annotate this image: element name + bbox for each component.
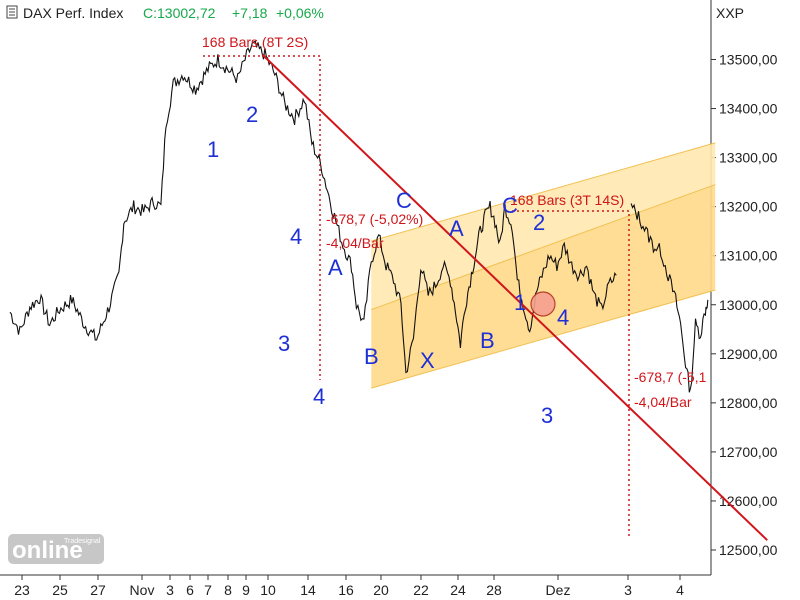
x-tick-label: 25 (52, 582, 68, 598)
price-line (9, 40, 617, 374)
wave-label: 3 (278, 331, 290, 356)
y-tick-label: 13200,00 (719, 199, 778, 215)
x-tick-label: 16 (338, 582, 354, 598)
x-tick-label: Nov (130, 582, 155, 598)
wave-label: C (396, 188, 412, 213)
y-tick-label: 12500,00 (719, 542, 778, 558)
wave-label: 2 (533, 210, 545, 235)
wave-labels: 1 2 3 4 4 A B C X A B C 2 1 4 3 (207, 102, 569, 428)
x-tick-label: 27 (90, 582, 106, 598)
bars-label-2: 168 Bars (3T 14S) (510, 192, 624, 208)
onlinelogo-watermark: online Tradesignal (8, 534, 104, 564)
downtrend-line[interactable] (261, 53, 768, 541)
rate-label-1: -4,04/Bar (326, 235, 384, 251)
y-tick-label: 12600,00 (719, 493, 778, 509)
y-tick-label: 12700,00 (719, 444, 778, 460)
wave-label: A (449, 216, 464, 241)
wave-label: 2 (246, 102, 258, 127)
bars-label-1: 168 Bars (8T 2S) (202, 34, 308, 50)
symbol-name: DAX Perf. Index (23, 5, 123, 21)
wave-label: 1 (207, 137, 219, 162)
x-tick-label: 4 (676, 582, 684, 598)
price-line-recent (630, 203, 709, 393)
rate-label-2: -4,04/Bar (634, 394, 692, 410)
diff-label-2: -678,7 (-5,1 (634, 369, 707, 385)
x-tick-label: Dez (546, 582, 571, 598)
change-value: +7,18 (232, 5, 268, 21)
x-tick-label: 14 (300, 582, 316, 598)
chart-header: DAX Perf. Index C:13002,72 +7,18 +0,06% … (6, 5, 744, 21)
x-tick-label: 9 (242, 582, 250, 598)
wave-label: B (480, 328, 495, 353)
wave-label: 1 (514, 290, 526, 315)
diff-label-1: -678,7 (-5,02%) (326, 211, 423, 227)
y-tick-label: 12800,00 (719, 395, 778, 411)
y-tick-label: 13000,00 (719, 297, 778, 313)
change-percent: +0,06% (276, 5, 324, 21)
wave-label: A (328, 255, 343, 280)
price-unit-label: XXP (716, 5, 744, 21)
measure-tool-2: 168 Bars (3T 14S) -678,7 (-5,1 -4,04/Bar (510, 192, 707, 538)
channel-upper-band (371, 142, 716, 310)
close-value: C:13002,72 (143, 5, 216, 21)
x-tick-label: 6 (186, 582, 194, 598)
current-price-marker[interactable] (530, 291, 556, 317)
wave-label: 3 (541, 403, 553, 428)
x-tick-label: 3 (624, 582, 632, 598)
x-axis-ticks: 23 25 27 Nov 3 6 7 8 9 10 14 16 20 22 24 28 Dez 3 4 (14, 575, 684, 598)
x-tick-label: 7 (204, 582, 212, 598)
channel-mid-line (371, 184, 716, 311)
x-tick-label: 22 (413, 582, 429, 598)
y-tick-label: 13300,00 (719, 150, 778, 166)
channel-lower-line (371, 289, 716, 389)
x-tick-label: 3 (166, 582, 174, 598)
x-tick-label: 28 (486, 582, 502, 598)
wave-label: X (420, 348, 435, 373)
y-tick-label: 13500,00 (719, 52, 778, 68)
svg-text:Tradesignal: Tradesignal (64, 538, 101, 545)
wave-label: B (364, 344, 379, 369)
y-tick-label: 13400,00 (719, 101, 778, 117)
x-tick-label: 20 (373, 582, 389, 598)
header-icon[interactable] (6, 5, 18, 19)
trendline-layer (261, 53, 768, 541)
x-tick-label: 23 (14, 582, 30, 598)
wave-label: 4 (290, 224, 302, 249)
y-tick-label: 13100,00 (719, 248, 778, 264)
x-tick-label: 10 (260, 582, 276, 598)
measure-tool-1: 168 Bars (8T 2S) -678,7 (-5,02%) -4,04/B… (202, 34, 423, 380)
wave-label: 4 (557, 305, 569, 330)
wave-label: C (502, 193, 518, 218)
y-tick-label: 12900,00 (719, 346, 778, 362)
wave-label: 4 (313, 384, 325, 409)
x-tick-label: 24 (450, 582, 466, 598)
y-axis-ticks: 12500,00 12600,00 12700,00 12800,00 12900,00… (711, 52, 778, 558)
channel-upper-line (371, 142, 716, 242)
x-tick-label: 8 (224, 582, 232, 598)
price-series (9, 40, 709, 393)
svg-text:online: online (12, 537, 83, 564)
